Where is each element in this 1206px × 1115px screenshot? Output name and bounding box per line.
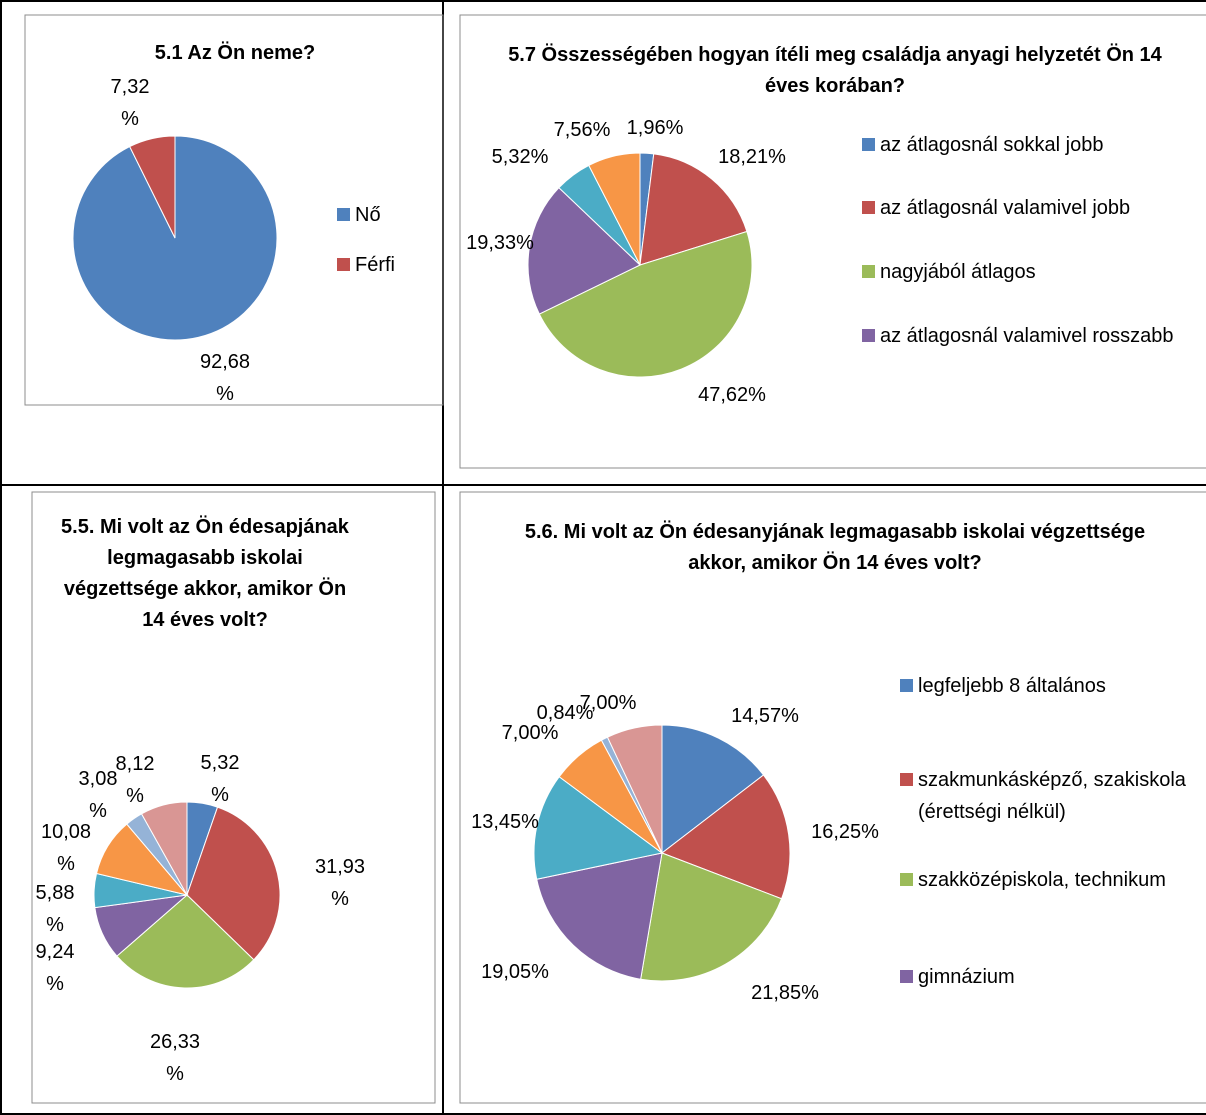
pie-slice — [536, 852, 663, 980]
chart-frame — [31, 491, 436, 1104]
legend-label: Férfi — [355, 254, 395, 276]
legend-swatch — [900, 773, 913, 786]
legend-swatch — [900, 873, 913, 886]
chart-title: 5.5. Mi volt az Ön édesapjának legmagasa… — [61, 516, 349, 631]
pie-slice — [538, 230, 753, 378]
legend-label: szakmunkásképző, szakiskola (érettségi n… — [918, 769, 1186, 823]
data-label: 7,56% — [553, 119, 611, 141]
legend-label: gimnázium — [918, 966, 1015, 988]
legend-label: Nő — [355, 204, 381, 226]
data-label: 19,05% — [481, 961, 549, 983]
legend-label: az átlagosnál sokkal jobb — [880, 134, 1104, 156]
chart-frame — [24, 14, 444, 406]
data-label: 21,85% — [751, 982, 819, 1004]
data-label: 1,96% — [626, 117, 684, 139]
data-label: 19,33% — [466, 232, 534, 254]
data-label: 3,08 % — [78, 768, 118, 822]
legend-label: legfeljebb 8 általános — [918, 675, 1106, 697]
pie-slice — [660, 774, 791, 900]
legend-label: az átlagosnál valamivel jobb — [880, 197, 1131, 219]
data-label: 47,62% — [698, 384, 766, 406]
chart-frame — [459, 491, 1206, 1104]
data-label: 5,32% — [491, 146, 549, 168]
legend-swatch — [862, 138, 875, 151]
data-label: 5,88 % — [35, 882, 75, 936]
pie-slice — [606, 724, 663, 854]
pie-slice — [129, 135, 176, 239]
data-label: 9,24 % — [35, 941, 75, 995]
data-label: 8,12 % — [115, 753, 155, 807]
chart-title: 5.7 Összességében hogyan ítéli meg csalá… — [508, 44, 1162, 97]
data-label: 0,84% — [536, 702, 594, 724]
legend-swatch — [337, 258, 350, 271]
pie-slice — [527, 187, 641, 315]
data-label: 13,45% — [471, 811, 539, 833]
legend-swatch — [900, 970, 913, 983]
chart-title: 5.1 Az Ön neme? — [154, 42, 316, 64]
chart-title: 5.6. Mi volt az Ön édesanyjának legmagas… — [524, 521, 1146, 574]
legend-swatch — [862, 329, 875, 342]
data-label: 10,08 % — [40, 821, 92, 875]
pie-slice — [140, 801, 188, 897]
pie-slice — [588, 152, 641, 266]
legend-swatch — [862, 201, 875, 214]
legend-swatch — [862, 265, 875, 278]
legend-swatch — [900, 679, 913, 692]
legend-label: az átlagosnál valamivel rosszabb — [880, 325, 1174, 347]
pie-slice — [116, 894, 255, 989]
data-label: 26,33 % — [149, 1031, 201, 1085]
pie-slice — [186, 806, 281, 961]
data-label: 16,25% — [811, 821, 879, 843]
chart-frame — [459, 14, 1206, 469]
data-label: 7,32 % — [110, 76, 150, 130]
data-label: 14,57% — [731, 705, 799, 727]
pie-slice — [640, 852, 783, 982]
legend-label: nagyjából átlagos — [880, 261, 1036, 283]
pie-slice — [533, 776, 664, 880]
pie-slice — [661, 724, 765, 855]
data-label: 7,00% — [579, 692, 637, 714]
legend-label: szakközépiskola, technikum — [918, 869, 1166, 891]
data-label: 7,00% — [501, 722, 559, 744]
data-label: 5,32 % — [200, 752, 240, 806]
legend-swatch — [337, 208, 350, 221]
pie-slice — [639, 153, 748, 266]
data-label: 92,68 % — [199, 351, 251, 405]
data-label: 31,93 % — [314, 856, 366, 910]
data-label: 18,21% — [718, 146, 786, 168]
